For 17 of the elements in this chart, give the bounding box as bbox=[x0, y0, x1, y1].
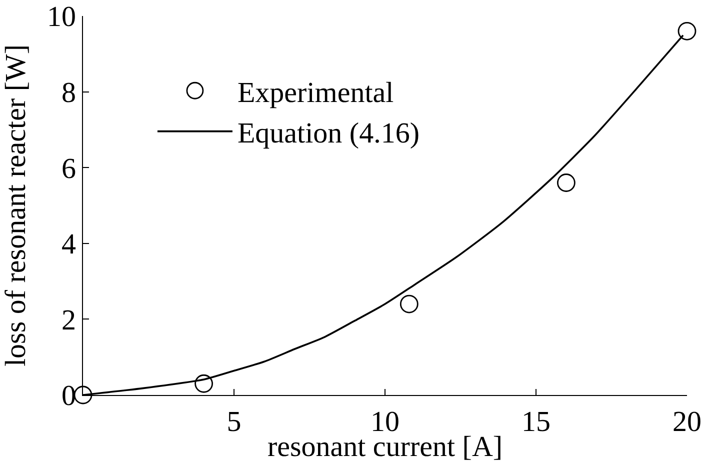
y-tick-label: 2 bbox=[62, 304, 76, 336]
x-tick-label: 15 bbox=[522, 406, 550, 438]
y-tick-label: 8 bbox=[62, 76, 76, 109]
y-tick-label: 0 bbox=[62, 380, 76, 412]
point bbox=[557, 174, 576, 192]
legend-label: Equation (4.16) bbox=[237, 118, 420, 150]
point bbox=[400, 294, 418, 314]
point bbox=[194, 374, 213, 393]
y-axis-title: loss of resonant reacter [W] bbox=[0, 44, 32, 367]
x-tick-label: 20 bbox=[672, 406, 702, 438]
point bbox=[74, 386, 92, 404]
y-tick-label: 4 bbox=[62, 228, 77, 261]
x-tick-label: 5 bbox=[226, 406, 242, 438]
y-tick-label: 10 bbox=[47, 1, 76, 34]
point bbox=[678, 22, 696, 40]
legend-label: Experimental bbox=[237, 76, 394, 109]
y-tick-label: 6 bbox=[62, 152, 76, 185]
